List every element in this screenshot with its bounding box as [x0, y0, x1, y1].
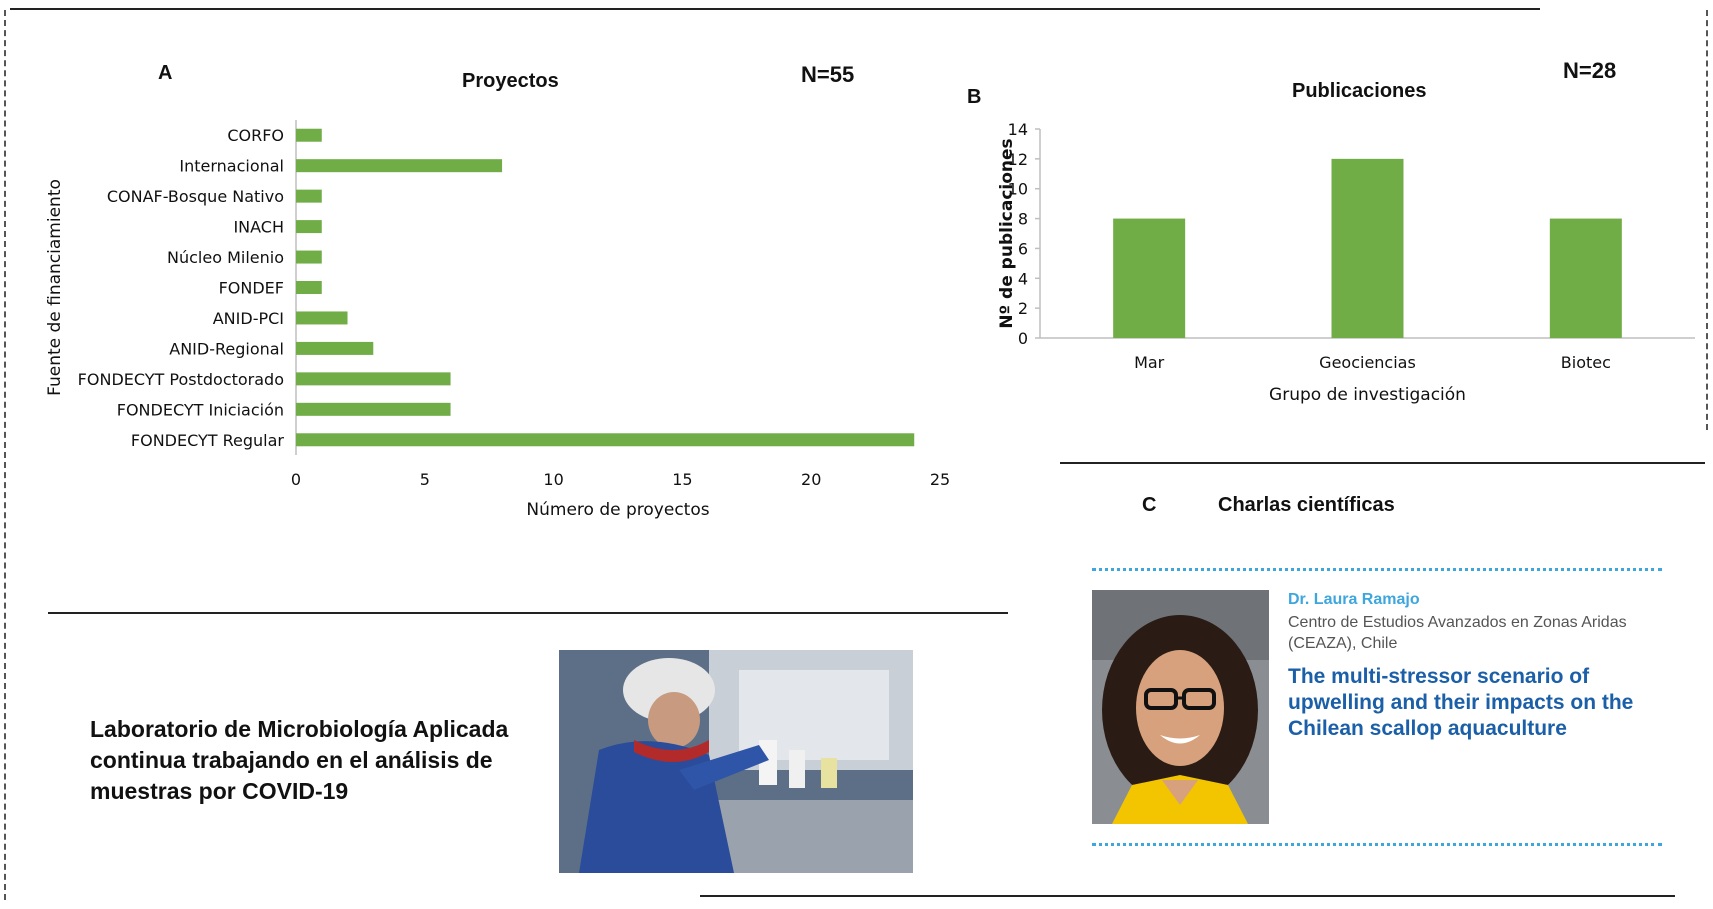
speaker-photo	[1092, 590, 1269, 824]
category-label: ANID-PCI	[213, 309, 284, 328]
y-tick-label: 4	[1018, 269, 1028, 288]
x-tick-label: 15	[672, 470, 692, 489]
y-axis-label: Fuente de financiamiento	[45, 179, 65, 396]
bar-2	[296, 189, 322, 203]
y-tick-label: 10	[1008, 180, 1028, 199]
panel-c-bottom-dots	[1092, 843, 1662, 846]
bar-8	[296, 372, 451, 386]
y-tick-label: 6	[1018, 239, 1028, 258]
category-label: Núcleo Milenio	[167, 248, 284, 267]
projects-bar-chart: CORFO Internacional CONAF-Bosque Nativo INA…	[45, 120, 950, 520]
separator-b	[1060, 462, 1705, 464]
bar-1	[296, 159, 503, 173]
y-axis-label: Nº de publicaciones	[997, 138, 1017, 328]
category-label: CORFO	[227, 126, 284, 145]
left-rule	[4, 10, 6, 900]
bar-7	[296, 341, 374, 355]
x-axis-label: Número de proyectos	[526, 500, 709, 520]
panel-b-title: Publicaciones	[1292, 80, 1427, 102]
separator-a	[48, 612, 1008, 614]
x-tick-label: 25	[930, 470, 950, 489]
talk-title: The multi-stressor scenario of upwelling…	[1288, 665, 1634, 740]
category-label: FONDEF	[219, 279, 284, 298]
bar-5	[296, 281, 322, 294]
y-tick-label: 14	[1008, 120, 1028, 139]
panel-c-letter: C	[1142, 494, 1157, 516]
publications-bar-chart: 0 2 4 6 8 10 12 14 Mar Geociencias Biotec Grupo de …	[997, 120, 1695, 405]
category-label: Mar	[1134, 353, 1165, 372]
category-label: ANID-Regional	[169, 339, 284, 358]
panel-a-n: N=55	[801, 62, 855, 87]
category-label: INACH	[233, 218, 284, 237]
bar-6	[296, 311, 348, 325]
panel-b-n: N=28	[1563, 58, 1617, 83]
category-label: FONDECYT Postdoctorado	[78, 370, 284, 389]
speaker-name: Dr. Laura Ramajo	[1288, 591, 1420, 608]
bar-3	[296, 220, 322, 234]
bar-0	[296, 128, 322, 142]
category-label: Geociencias	[1319, 353, 1416, 372]
x-tick-label: 0	[291, 470, 301, 489]
y-tick-label: 12	[1008, 150, 1028, 169]
bar-0	[1113, 218, 1186, 338]
lab-news-text: Laboratorio de Microbiología Aplicada co…	[90, 716, 509, 804]
panel-a-title: Proyectos	[462, 70, 559, 92]
bar-4	[296, 250, 322, 264]
panel-a-letter: A	[158, 62, 173, 84]
category-label: CONAF-Bosque Nativo	[107, 187, 284, 206]
category-label: Internacional	[179, 157, 284, 176]
bar-10	[296, 433, 915, 447]
x-axis-label: Grupo de investigación	[1269, 385, 1466, 405]
y-tick-label: 8	[1018, 210, 1028, 229]
category-label: FONDECYT Iniciación	[117, 400, 284, 419]
right-rule	[1706, 10, 1708, 430]
panel-c-top-dots	[1092, 568, 1662, 571]
x-tick-label: 10	[543, 470, 563, 489]
top-rule	[10, 8, 1540, 10]
bar-1	[1331, 158, 1404, 338]
category-label: FONDECYT Regular	[131, 431, 285, 450]
x-tick-label: 5	[420, 470, 430, 489]
speaker-affiliation: Centro de Estudios Avanzados en Zonas Ar…	[1288, 614, 1627, 652]
lab-photo	[559, 650, 913, 873]
bar-9	[296, 402, 451, 416]
panel-c-title: Charlas científicas	[1218, 494, 1395, 516]
y-tick-label: 0	[1018, 329, 1028, 348]
panel-b-letter: B	[967, 86, 982, 108]
bar-2	[1549, 218, 1622, 338]
bottom-rule	[700, 895, 1675, 897]
x-tick-label: 20	[801, 470, 821, 489]
category-label: Biotec	[1561, 353, 1611, 372]
y-tick-label: 2	[1018, 299, 1028, 318]
